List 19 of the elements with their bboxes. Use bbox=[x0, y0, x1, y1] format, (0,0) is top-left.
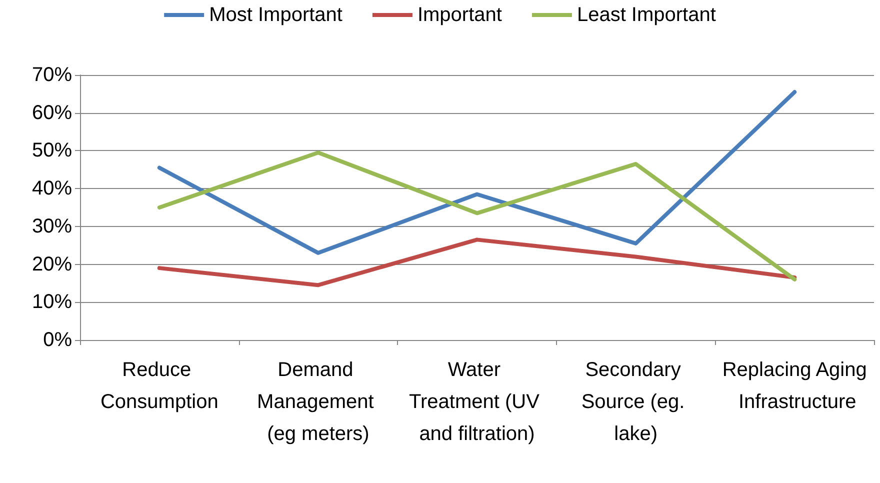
line-series bbox=[157, 150, 797, 282]
y-tick-label: 60% bbox=[32, 102, 72, 124]
line-series bbox=[157, 90, 797, 255]
line-series bbox=[157, 238, 797, 288]
y-tick-label: 0% bbox=[43, 329, 72, 351]
x-tick-label: Secondary Source (eg. lake) bbox=[581, 359, 690, 445]
x-tick-label: Reduce Consumption bbox=[100, 359, 218, 413]
legend-label: Least Important bbox=[576, 4, 716, 26]
x-tick-label: Water Treatment (UV and filtration) bbox=[409, 359, 545, 445]
y-tick-label: 70% bbox=[32, 64, 72, 86]
legend-label: Important bbox=[417, 4, 502, 26]
x-tick-label: Demand Management (eg meters) bbox=[257, 359, 380, 445]
y-tick-label: 40% bbox=[32, 178, 72, 200]
x-tick-label: Replacing Aging Infrastructure bbox=[722, 359, 867, 413]
y-tick-label: 10% bbox=[32, 291, 72, 314]
legend-label: Most Important bbox=[209, 4, 343, 26]
y-tick-label: 50% bbox=[32, 140, 72, 162]
y-tick-label: 30% bbox=[32, 215, 72, 238]
y-tick-label: 20% bbox=[32, 253, 72, 276]
